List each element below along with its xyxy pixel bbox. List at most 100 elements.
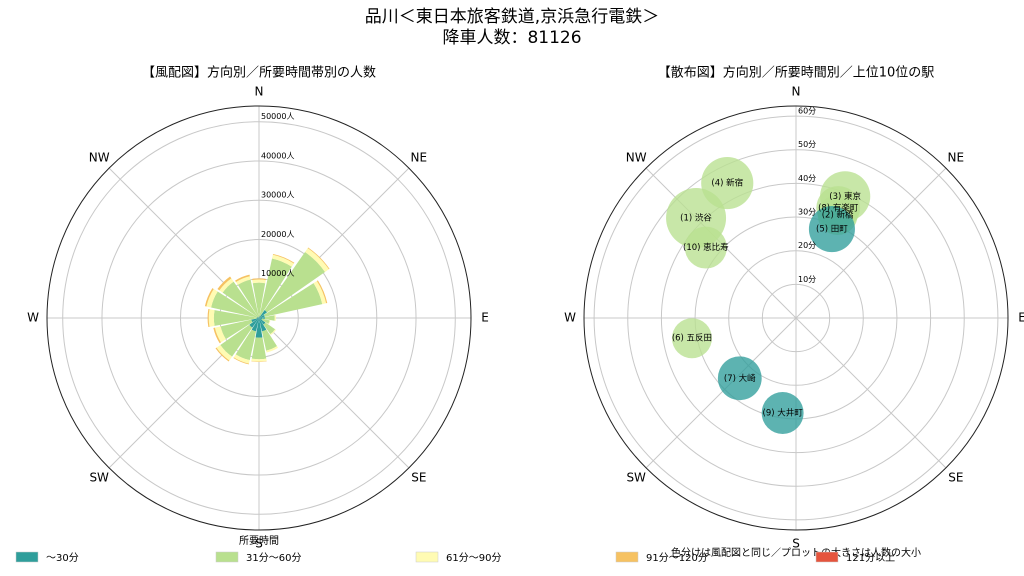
radial-grid-line <box>728 250 864 386</box>
chart-note: 色分けは風配図と同じ／プロットの大きさは人数の大小 <box>671 546 921 559</box>
rose-segment <box>257 316 259 318</box>
rose-segment <box>251 358 267 362</box>
rose-segment <box>264 315 275 321</box>
rose-segment <box>213 327 221 344</box>
rose-segment <box>263 322 276 335</box>
rose-segment <box>316 280 328 304</box>
radial-tick-label: 10000人 <box>261 269 294 278</box>
rose-segment <box>233 354 250 364</box>
station-label: (8) 有楽町 <box>818 203 859 214</box>
rose-segment <box>233 357 249 365</box>
station-label: (10) 恵比寿 <box>683 242 729 253</box>
direction-label: SE <box>411 470 426 484</box>
rose-segment <box>235 276 251 285</box>
rose-segment <box>259 316 265 320</box>
rose-segment <box>264 251 326 313</box>
rose-segment <box>259 318 266 325</box>
radial-grid-line <box>101 160 417 476</box>
figure-title: 品川＜東日本旅客鉄道,京浜急行電鉄＞ <box>365 7 659 27</box>
station-label: (5) 田町 <box>816 225 848 235</box>
radial-tick-label: 10分 <box>798 275 816 284</box>
station-label: (1) 渋谷 <box>680 213 712 224</box>
rose-segment <box>213 310 258 326</box>
rose-segment <box>252 278 266 281</box>
rose-segment <box>215 347 230 362</box>
rose-segment <box>259 318 263 320</box>
rose-segment <box>272 254 294 267</box>
chart-title: 【散布図】方向別／所要時間別／上位10位の駅 <box>658 65 935 81</box>
direction-label: W <box>27 311 39 325</box>
direction-label: NE <box>411 151 428 165</box>
rose-segment <box>259 258 292 317</box>
station-point <box>808 206 855 253</box>
rose-segment <box>251 337 267 360</box>
direction-label: SW <box>89 470 109 484</box>
rose-segment <box>313 280 327 305</box>
polar-frame <box>583 105 1009 531</box>
station-label: (3) 東京 <box>829 191 861 202</box>
station-point <box>684 226 727 269</box>
rose-segment <box>251 318 259 332</box>
legend-swatch <box>815 551 839 563</box>
angular-grid-line <box>645 317 797 469</box>
angular-grid-line <box>795 167 947 319</box>
radial-tick-label: 60分 <box>798 107 816 116</box>
angular-grid-line <box>258 317 410 469</box>
rose-segment <box>211 291 258 318</box>
rose-segment <box>261 318 270 324</box>
chart-title: 【風配図】方向別／所要時間帯別の人数 <box>142 65 376 81</box>
station-label: (9) 大井町 <box>763 407 804 418</box>
rose-segment <box>307 247 330 270</box>
rose-segment <box>266 346 279 353</box>
legend-swatch <box>15 551 39 563</box>
radial-tick-label: 20000人 <box>261 230 294 239</box>
direction-label: NE <box>948 151 965 165</box>
rose-segment <box>257 317 259 319</box>
rose-segment <box>219 278 234 293</box>
direction-label: E <box>1018 311 1024 325</box>
polar-frame <box>46 105 472 531</box>
rose-segment <box>207 308 210 328</box>
direction-label: SW <box>626 470 646 484</box>
rose-segment <box>217 276 232 291</box>
station-point <box>671 318 712 359</box>
rose-segment <box>305 248 329 272</box>
rose-segment <box>255 318 263 338</box>
direction-label: NW <box>89 151 110 165</box>
radial-tick-label: 40000人 <box>261 151 294 160</box>
radial-grid-line <box>62 121 456 515</box>
legend-label: 121分以上 <box>846 552 895 564</box>
rose-segment <box>274 315 276 321</box>
rose-segment <box>204 288 214 307</box>
rose-segment <box>259 314 265 318</box>
legend-label: 91分～120分 <box>646 552 708 564</box>
direction-label: SE <box>948 470 963 484</box>
rose-segment <box>208 309 215 327</box>
radial-grid-line <box>140 199 378 437</box>
direction-label: N <box>792 85 801 99</box>
direction-label: NW <box>626 151 647 165</box>
rose-segment <box>258 317 259 318</box>
legend-label: ～30分 <box>46 552 79 564</box>
rose-segment <box>214 326 226 343</box>
radial-grid-line <box>627 149 965 487</box>
radial-tick-label: 20分 <box>798 241 816 250</box>
rose-segment <box>252 282 266 318</box>
station-point <box>701 156 754 210</box>
direction-label: W <box>564 311 576 325</box>
rose-segment <box>263 283 323 317</box>
rose-segment <box>268 320 271 325</box>
radial-tick-label: 40分 <box>798 174 816 183</box>
rose-segment <box>251 360 267 362</box>
legend-label: 61分～90分 <box>446 552 501 564</box>
station-label: (2) 新橋 <box>822 210 854 221</box>
rose-segment <box>259 309 268 318</box>
rose-segment <box>261 329 277 351</box>
legend-label: 31分～60分 <box>246 552 301 564</box>
rose-segment <box>251 318 259 323</box>
radial-grid-line <box>761 283 831 353</box>
radial-grid-line <box>179 238 339 398</box>
radial-tick-label: 50分 <box>798 140 816 149</box>
direction-label: N <box>255 85 264 99</box>
